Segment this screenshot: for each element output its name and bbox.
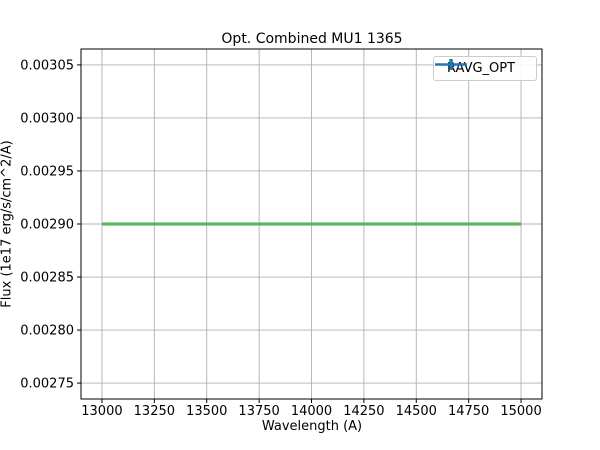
y-tick-label: 0.00305 [20,58,74,73]
y-tick-label: 0.00285 [20,271,74,286]
x-tick-label: 13750 [238,404,279,419]
x-tick-label: 13250 [134,404,175,419]
x-tick-label: 15000 [500,404,541,419]
x-tick-label: 13000 [81,404,122,419]
x-tick-label: 14750 [448,404,489,419]
x-tick-label: 13500 [186,404,227,419]
x-tick-label: 14500 [396,404,437,419]
x-tick-label: 14250 [343,404,384,419]
chart-title: Opt. Combined MU1 1365 [221,31,403,47]
y-tick-label: 0.00295 [20,164,74,179]
y-tick-label: 0.00300 [20,111,74,126]
y-tick-label: 0.00275 [20,377,74,392]
x-axis-label: Wavelength (A) [261,419,363,434]
y-axis-label: Flux (1e17 erg/s/cm^2/A) [0,140,15,308]
x-tick-label: 14000 [291,404,332,419]
y-tick-label: 0.00290 [20,218,74,233]
legend-box: RAVG_OPT [433,56,537,81]
legend-errorbar-icon [435,59,467,70]
y-tick-label: 0.00280 [20,324,74,339]
